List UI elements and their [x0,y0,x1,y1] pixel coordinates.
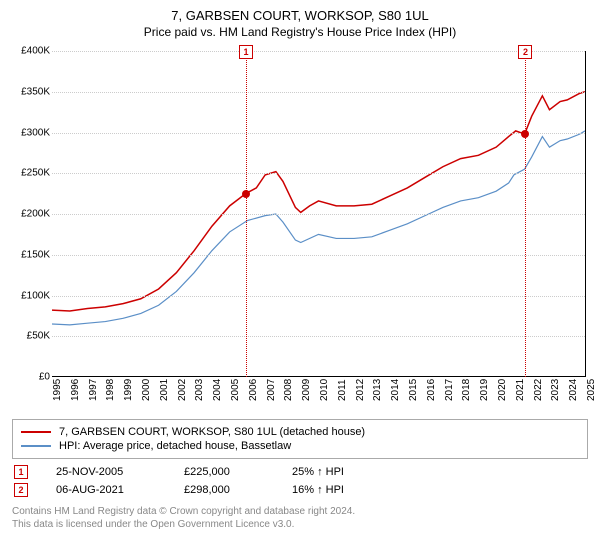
y-tick-label: £200K [12,209,50,220]
x-tick-label: 2011 [337,379,348,401]
sale-row: 2 06-AUG-2021 £298,000 16% ↑ HPI [12,483,588,497]
x-tick-label: 2003 [194,379,205,401]
x-tick-label: 2005 [230,379,241,401]
legend-item: HPI: Average price, detached house, Bass… [21,440,579,452]
sale-price: £225,000 [184,466,264,478]
gridline-h [52,255,585,256]
legend-label: 7, GARBSEN COURT, WORKSOP, S80 1UL (deta… [59,426,365,438]
sale-marker-dot [242,190,250,198]
sale-marker-label: 2 [518,45,532,59]
chart-area: £0 £50K £100K £150K £200K £250K £300K £350K £400… [12,45,588,415]
plot-region: 12 [52,51,586,377]
chart-title: 7, GARBSEN COURT, WORKSOP, S80 1UL [12,8,588,23]
sale-date: 25-NOV-2005 [56,466,156,478]
gridline-h [52,133,585,134]
y-tick-label: £150K [12,249,50,260]
sale-index-box: 1 [14,465,28,479]
y-tick-label: £100K [12,290,50,301]
chart-container: 7, GARBSEN COURT, WORKSOP, S80 1UL Price… [0,0,600,560]
gridline-h [52,51,585,52]
x-tick-label: 2018 [461,379,472,401]
x-tick-label: 2020 [497,379,508,401]
x-tick-label: 2009 [301,379,312,401]
x-tick-label: 2017 [444,379,455,401]
x-tick-label: 2006 [248,379,259,401]
x-tick-label: 1998 [105,379,116,401]
legend-swatch [21,431,51,433]
y-tick-label: £250K [12,168,50,179]
x-tick-label: 2021 [515,379,526,401]
x-tick-label: 2023 [550,379,561,401]
sale-price: £298,000 [184,484,264,496]
y-tick-label: £350K [12,86,50,97]
x-tick-label: 2001 [159,379,170,401]
gridline-h [52,296,585,297]
sale-pct-vs-hpi: 25% ↑ HPI [292,466,372,478]
x-tick-label: 2025 [586,379,597,401]
sale-vline [525,51,526,377]
series-line-property [52,92,585,311]
y-tick-label: £400K [12,46,50,57]
sale-marker-label: 1 [239,45,253,59]
x-tick-label: 2019 [479,379,490,401]
legend: 7, GARBSEN COURT, WORKSOP, S80 1UL (deta… [12,419,588,459]
x-tick-label: 2024 [568,379,579,401]
footer-line-1: Contains HM Land Registry data © Crown c… [12,505,588,518]
y-tick-label: £0 [12,372,50,383]
footer-line-2: This data is licensed under the Open Gov… [12,518,588,531]
x-tick-label: 2007 [266,379,277,401]
y-tick-label: £300K [12,127,50,138]
x-tick-label: 2002 [177,379,188,401]
x-tick-label: 2013 [372,379,383,401]
x-tick-label: 2015 [408,379,419,401]
chart-subtitle: Price paid vs. HM Land Registry's House … [12,25,588,39]
sale-date: 06-AUG-2021 [56,484,156,496]
footer-attribution: Contains HM Land Registry data © Crown c… [12,505,588,531]
x-tick-label: 2008 [283,379,294,401]
x-tick-label: 1996 [70,379,81,401]
title-block: 7, GARBSEN COURT, WORKSOP, S80 1UL Price… [12,8,588,39]
sales-table: 1 25-NOV-2005 £225,000 25% ↑ HPI 2 06-AUG-202… [12,465,588,497]
sale-marker-dot [521,130,529,138]
sale-index-box: 2 [14,483,28,497]
sale-pct-vs-hpi: 16% ↑ HPI [292,484,372,496]
gridline-h [52,92,585,93]
x-tick-label: 2010 [319,379,330,401]
sale-row: 1 25-NOV-2005 £225,000 25% ↑ HPI [12,465,588,479]
x-tick-label: 2004 [212,379,223,401]
y-tick-label: £50K [12,331,50,342]
x-tick-label: 1997 [88,379,99,401]
x-tick-label: 2022 [533,379,544,401]
x-tick-label: 2000 [141,379,152,401]
legend-item: 7, GARBSEN COURT, WORKSOP, S80 1UL (deta… [21,426,579,438]
gridline-h [52,336,585,337]
sale-vline [246,51,247,377]
legend-swatch [21,445,51,447]
x-tick-label: 2014 [390,379,401,401]
x-tick-label: 1999 [123,379,134,401]
x-tick-label: 2016 [426,379,437,401]
x-tick-label: 2012 [355,379,366,401]
x-tick-label: 1995 [52,379,63,401]
legend-label: HPI: Average price, detached house, Bass… [59,440,291,452]
gridline-h [52,214,585,215]
gridline-h [52,173,585,174]
